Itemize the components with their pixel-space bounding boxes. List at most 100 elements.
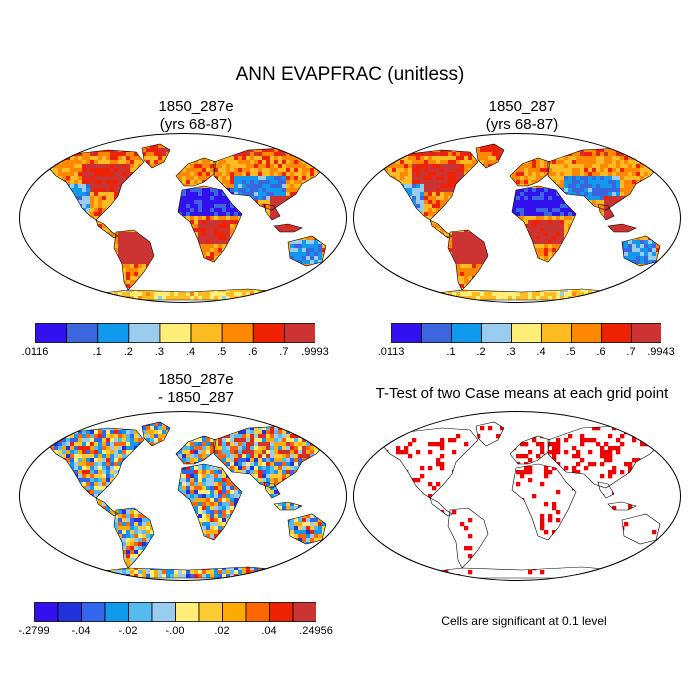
map-frame	[19, 411, 347, 581]
colorbar-swatch	[151, 602, 176, 622]
colorbar-tick-label: .6	[248, 346, 258, 358]
colorbar-tick-label: .4	[185, 346, 196, 358]
coastline-central-america	[429, 497, 453, 517]
panel2-title-line1: 1850_287	[488, 98, 556, 115]
coastline-maritime	[273, 223, 303, 233]
coastline-africa	[511, 463, 577, 541]
colorbar-tick-label: .9993	[301, 346, 329, 358]
colorbar-swatch	[66, 323, 99, 343]
colorbar-swatch	[128, 602, 153, 622]
coastline-maritime	[607, 501, 637, 511]
map-frame	[353, 411, 681, 581]
colorbar-swatch	[631, 323, 661, 343]
significance-note: Cells are significant at 0.1 level	[441, 614, 607, 628]
coastline-greenland	[141, 421, 171, 447]
coastline-greenland	[475, 143, 505, 169]
coastline-indochina	[263, 481, 281, 499]
coastline-south-america	[113, 229, 155, 291]
panel3-title-line2: - 1850_287	[158, 389, 234, 406]
coastline-maritime	[273, 501, 303, 511]
colorbar-tick-label: .9943	[647, 346, 675, 358]
panel2-colorbar-labels: .0113 .1 .2 .3 .4 .5 .6 .7 .9943	[378, 346, 675, 360]
colorbar-swatch	[601, 323, 632, 343]
colorbar-swatch	[198, 602, 223, 622]
coastline-africa	[511, 185, 577, 263]
coastline-south-america	[447, 229, 489, 291]
coastline-central-america	[429, 219, 453, 239]
panel2-title: 1850_287 (yrs 68-87)	[362, 98, 682, 134]
colorbar-tick-label: .0113	[377, 346, 405, 358]
colorbar-tick-label: .5	[566, 346, 576, 358]
panel1-title-line1: 1850_287e	[158, 98, 234, 115]
panel1-colorbar	[35, 323, 315, 343]
panel3-title-line1: 1850_287e	[158, 371, 234, 388]
colorbar-tick-label: -.00	[165, 625, 185, 637]
coastline-north-america	[47, 149, 145, 221]
colorbar-swatch	[571, 323, 602, 343]
map-frame	[353, 133, 681, 303]
panel2-colorbar	[391, 323, 661, 343]
colorbar-swatch	[511, 323, 542, 343]
colorbar-tick-label: .0116	[21, 346, 49, 358]
coastline-africa	[177, 185, 243, 263]
coastline-indochina	[597, 203, 615, 221]
colorbar-swatch	[451, 323, 482, 343]
colorbar-tick-label: .7	[279, 346, 289, 358]
colorbar-tick-label: .1	[446, 346, 456, 358]
panel4-title: T-Test of two Case means at each grid po…	[375, 385, 669, 402]
colorbar-swatch	[541, 323, 572, 343]
colorbar-tick-label: .6	[596, 346, 606, 358]
coastline-indochina	[597, 481, 615, 499]
colorbar-tick-label: .3	[506, 346, 516, 358]
colorbar-tick-label: .4	[536, 346, 546, 358]
map-frame	[19, 133, 347, 303]
colorbar-swatch	[81, 602, 106, 622]
coastline-indochina	[263, 203, 281, 221]
coastline-north-america	[47, 427, 145, 499]
colorbar-swatch	[35, 323, 68, 343]
colorbar-swatch	[159, 323, 192, 343]
panel3-colorbar	[34, 602, 316, 622]
colorbar-swatch	[57, 602, 82, 622]
colorbar-tick-label: -.04	[71, 625, 91, 637]
coastline-greenland	[141, 143, 171, 169]
colorbar-swatch	[104, 602, 129, 622]
colorbar-swatch	[283, 323, 315, 343]
panel4-map	[353, 411, 681, 581]
colorbar-tick-label: .02	[214, 625, 230, 637]
colorbar-tick-label: .5	[217, 346, 227, 358]
colorbar-tick-label: .24956	[299, 625, 333, 637]
panel1-colorbar-labels: .0116 .1 .2 .3 .4 .5 .6 .7 .9993	[22, 346, 329, 360]
colorbar-swatch	[34, 602, 59, 622]
colorbar-tick-label: .04	[261, 625, 277, 637]
colorbar-swatch	[421, 323, 452, 343]
panel3-colorbar-labels: -.2799 -.04 -.02 -.00 .02 .04 .24956	[18, 625, 332, 639]
colorbar-swatch	[222, 602, 247, 622]
colorbar-tick-label: .3	[154, 346, 165, 358]
colorbar-swatch	[391, 323, 422, 343]
colorbar-swatch	[292, 602, 316, 622]
coastline-central-america	[95, 219, 119, 239]
panel3-title: 1850_287e - 1850_287	[36, 371, 356, 407]
colorbar-swatch	[97, 323, 130, 343]
colorbar-tick-label: .2	[123, 346, 133, 358]
colorbar-swatch	[269, 602, 294, 622]
colorbar-swatch	[245, 602, 270, 622]
coastline-north-america	[381, 149, 479, 221]
panel2-title-line2: (yrs 68-87)	[485, 116, 559, 133]
coastline-north-america	[381, 427, 479, 499]
panel2-map	[353, 133, 681, 303]
coastline-greenland	[475, 421, 505, 447]
coastline-central-america	[95, 497, 119, 517]
panel3-map	[19, 411, 347, 581]
colorbar-tick-label: -.2799	[18, 625, 50, 637]
colorbar-swatch	[175, 602, 200, 622]
colorbar-tick-label: .2	[476, 346, 486, 358]
coastline-south-america	[113, 507, 155, 569]
coastline-africa	[177, 463, 243, 541]
panel1-title-line2: (yrs 68-87)	[159, 116, 233, 133]
colorbar-swatch	[252, 323, 285, 343]
main-title: ANN EVAPFRAC (unitless)	[235, 64, 465, 85]
colorbar-tick-label: .1	[92, 346, 102, 358]
panel1-map	[19, 133, 347, 303]
